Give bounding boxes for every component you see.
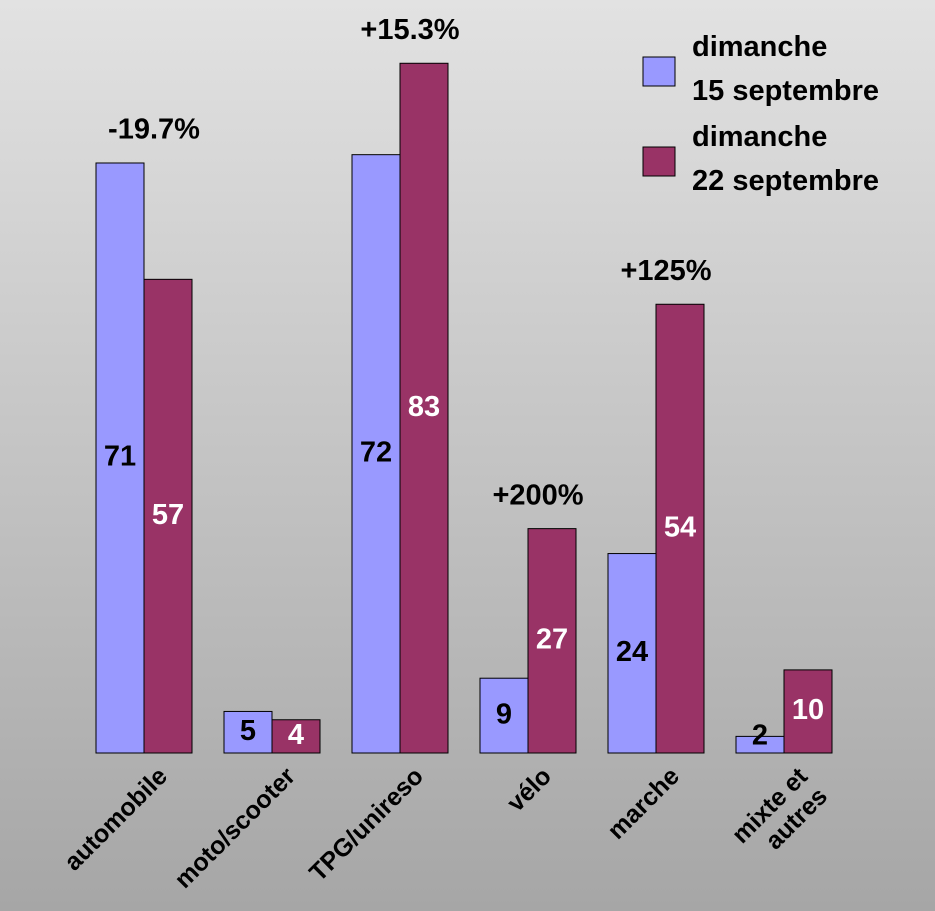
data-label: 4 bbox=[288, 719, 304, 751]
data-label: 2 bbox=[752, 720, 768, 752]
legend-swatch bbox=[642, 56, 676, 87]
data-label: 5 bbox=[240, 715, 256, 747]
bar bbox=[479, 677, 529, 754]
data-label: 57 bbox=[152, 499, 184, 531]
data-label: 71 bbox=[104, 441, 136, 473]
annotation: +125% bbox=[620, 255, 711, 287]
bar bbox=[143, 278, 193, 754]
annotation: +15.3% bbox=[360, 14, 459, 46]
bar bbox=[783, 669, 833, 754]
annotation: +200% bbox=[492, 479, 583, 511]
bar bbox=[607, 553, 657, 754]
data-label: 10 bbox=[792, 694, 824, 726]
legend-label: dimanche 15 septembre bbox=[692, 31, 879, 107]
data-label: 83 bbox=[408, 391, 440, 423]
data-label: 9 bbox=[496, 698, 512, 730]
annotation: -19.7% bbox=[108, 114, 200, 146]
data-label: 27 bbox=[536, 623, 568, 655]
data-label: 72 bbox=[360, 436, 392, 468]
legend-swatch bbox=[642, 146, 676, 177]
bar bbox=[351, 154, 401, 754]
bar bbox=[95, 162, 145, 754]
legend-label: dimanche 22 septembre bbox=[692, 121, 879, 197]
bar bbox=[399, 62, 449, 754]
data-label: 24 bbox=[616, 636, 648, 668]
bar bbox=[655, 303, 705, 754]
data-label: 54 bbox=[664, 511, 696, 543]
bar bbox=[271, 719, 321, 754]
bar bbox=[527, 528, 577, 754]
